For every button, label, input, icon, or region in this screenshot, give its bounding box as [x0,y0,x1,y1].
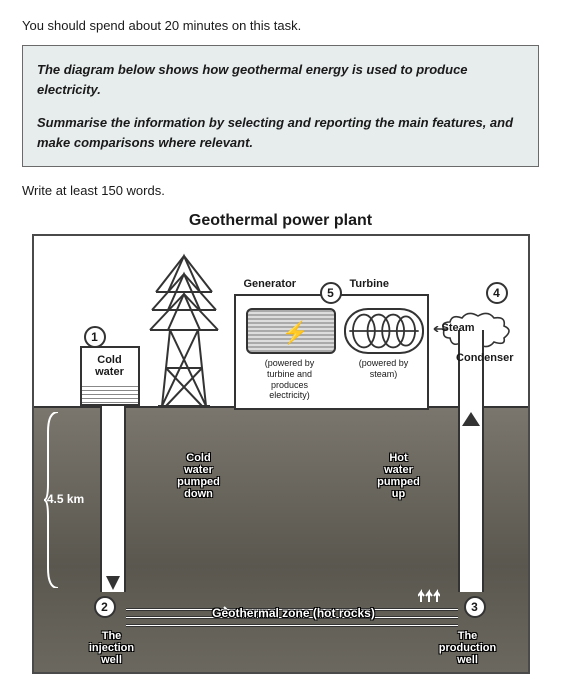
condenser-label: Condenser [456,352,513,364]
diagram-container: Geothermal power plant 4.5 km [22,212,539,674]
generator-label: Generator [244,278,297,290]
multi-up-arrow-icon [418,588,440,602]
cold-water-tank: Cold water [80,346,140,406]
step-1-marker: 1 [84,326,106,348]
turbine-icon [344,308,424,354]
generator-icon: ⚡ [246,308,336,354]
prompt-line-1: The diagram below shows how geothermal e… [37,60,524,99]
instruction-line: You should spend about 20 minutes on thi… [22,18,539,33]
hot-pumped-label: Hot water pumped up [364,452,434,500]
generator-turbine-housing: ⚡ (powered by turbine and produces elect… [234,294,429,404]
step-5-marker: 5 [320,282,342,304]
generator-note: (powered by turbine and produces electri… [242,358,338,401]
geothermal-zone-label: Geothermal zone (hot rocks) [184,606,404,620]
turbine-note: (powered by steam) [344,358,424,380]
steam-label: Steam [442,322,475,334]
transmission-tower-icon [144,252,224,408]
injection-well-label: The injection well [74,630,150,666]
cold-water-label: Cold water [82,354,138,378]
injection-well-shaft [100,406,126,592]
water-level-icon [82,386,138,404]
step-3-marker: 3 [464,596,486,618]
production-well-label: The production well [424,630,512,666]
turbine-label: Turbine [350,278,390,290]
up-arrow-icon [462,412,480,428]
lightning-bolt-icon: ⚡ [282,320,309,346]
cold-pumped-label: Cold water pumped down [164,452,234,500]
word-count-instruction: Write at least 150 words. [22,183,539,198]
diagram-title: Geothermal power plant [22,212,539,230]
step-2-marker: 2 [94,596,116,618]
down-arrow-icon [106,576,120,590]
prompt-line-2: Summarise the information by selecting a… [37,113,524,152]
depth-label: 4.5 km [40,492,92,506]
task-prompt-box: The diagram below shows how geothermal e… [22,45,539,167]
step-4-marker: 4 [486,282,508,304]
production-well-shaft [458,330,484,592]
geothermal-diagram: 4.5 km 1 Cold water Generator Tur [32,234,530,674]
